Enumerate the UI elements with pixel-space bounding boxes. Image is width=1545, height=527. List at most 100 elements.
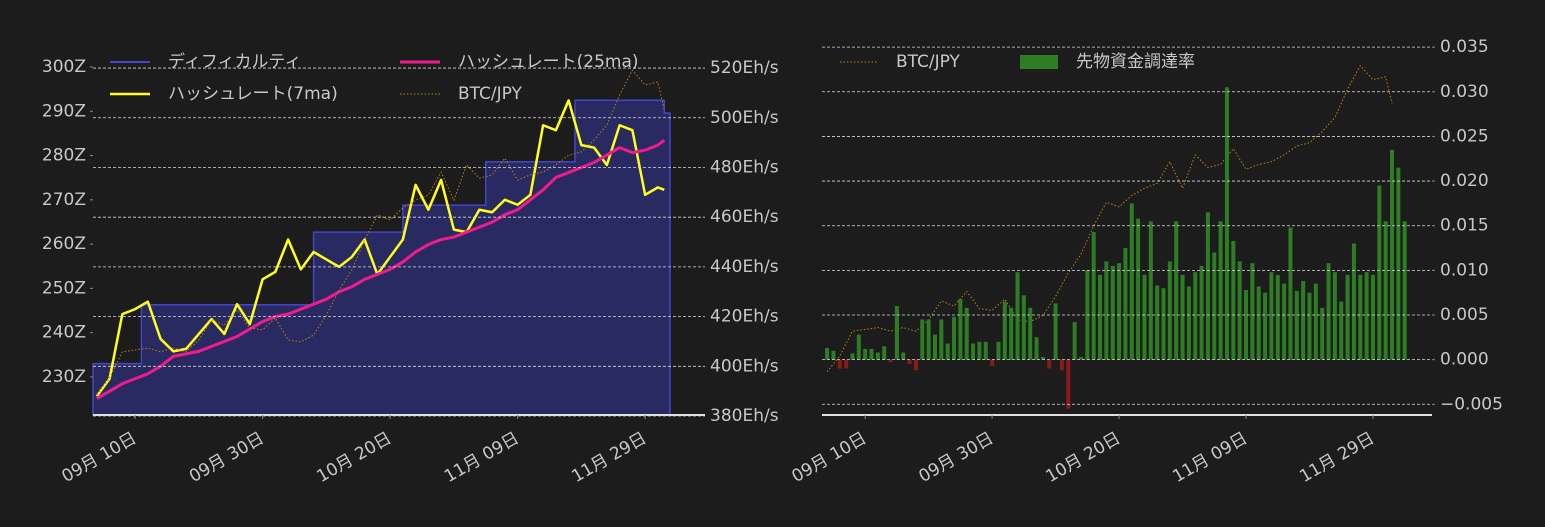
bar	[958, 298, 963, 360]
bar	[1021, 295, 1026, 360]
bar	[1155, 285, 1160, 360]
bar	[913, 359, 918, 371]
y2-tick-label: 520Eh/s	[710, 58, 779, 78]
bar	[894, 306, 899, 360]
bar	[863, 348, 868, 360]
bar	[1002, 301, 1007, 360]
bar	[825, 348, 830, 360]
y2-tick-label: 380Eh/s	[710, 406, 779, 426]
bar	[1123, 248, 1128, 360]
bar	[1136, 218, 1141, 360]
y-tick-label: 0.035	[1440, 37, 1489, 57]
bar	[1370, 274, 1375, 360]
legend-label: 先物資金調達率	[1076, 52, 1195, 72]
bar	[1186, 286, 1191, 360]
legend-label: BTC/JPY	[458, 84, 523, 104]
y-tick-label: 240Z	[42, 323, 86, 343]
y-tick-label: 0.015	[1440, 216, 1489, 236]
bar	[1161, 288, 1166, 360]
bar	[1301, 281, 1306, 360]
series-line	[96, 138, 666, 400]
bar	[1256, 286, 1261, 360]
chart-panel: 230Z 240Z 250Z 260Z 270Z 280Z 290Z 300Z 380Eh/s 4…	[42, 51, 779, 487]
bar	[1282, 283, 1287, 360]
bar	[882, 346, 887, 360]
y2-tick-label: 420Eh/s	[710, 307, 779, 327]
bar	[888, 359, 893, 363]
bar	[1078, 356, 1083, 360]
bar	[952, 316, 957, 360]
bar	[1224, 87, 1229, 360]
bar	[1231, 240, 1236, 360]
bar	[1345, 274, 1350, 360]
y-tick-label: 0.005	[1440, 305, 1489, 325]
bar	[1072, 322, 1077, 360]
bar	[1098, 274, 1103, 360]
bar	[1015, 272, 1020, 360]
legend-swatch	[110, 61, 150, 63]
bar	[1332, 272, 1337, 360]
y-tick-label: 0.030	[1440, 82, 1489, 102]
bar	[1142, 274, 1147, 360]
bar	[1351, 243, 1356, 360]
bar	[1307, 292, 1312, 360]
legend-label: ハッシュレート(7ma)	[168, 84, 338, 104]
y2-tick-label: 460Eh/s	[710, 207, 779, 227]
bar	[1059, 359, 1064, 371]
bar	[983, 341, 988, 360]
bar	[875, 352, 880, 360]
y2-tick-label: 480Eh/s	[710, 157, 779, 177]
legend-swatch	[1020, 55, 1058, 69]
y-tick-label: 290Z	[42, 101, 86, 121]
bar	[1053, 303, 1058, 360]
y2-tick-label: 500Eh/s	[710, 108, 779, 128]
bar	[977, 341, 982, 360]
bar	[1129, 203, 1134, 360]
y-tick-label: 0.000	[1440, 350, 1489, 370]
series-line	[96, 69, 665, 396]
bar	[1040, 356, 1045, 360]
bar	[1110, 265, 1115, 360]
legend-label: ハッシュレート(25ma)	[458, 52, 639, 72]
bar	[1269, 272, 1274, 360]
bar	[1402, 221, 1407, 360]
y2-tick-label: 400Eh/s	[710, 356, 779, 376]
bar	[831, 350, 836, 360]
bar	[920, 319, 925, 360]
y-tick-label: 270Z	[42, 190, 86, 210]
y-tick-label: 280Z	[42, 146, 86, 166]
bar	[1180, 274, 1185, 360]
bar	[1174, 221, 1179, 360]
bar	[1263, 292, 1268, 360]
bar	[1320, 307, 1325, 360]
bar	[1009, 307, 1014, 360]
bar	[1034, 337, 1039, 360]
bar	[1199, 265, 1204, 360]
bar	[907, 359, 912, 365]
bar	[856, 334, 861, 360]
y-tick-label: 250Z	[42, 278, 86, 298]
bar	[996, 341, 1001, 360]
bar	[1193, 272, 1198, 360]
y-tick-label: 260Z	[42, 234, 86, 254]
bar	[837, 359, 842, 369]
bar	[1339, 301, 1344, 360]
bar	[1148, 221, 1153, 360]
bar	[850, 353, 855, 360]
bar	[932, 334, 937, 360]
bar	[1377, 185, 1382, 360]
bar	[1326, 263, 1331, 360]
bar	[1066, 359, 1071, 409]
bar	[901, 352, 906, 360]
bar	[1275, 274, 1280, 360]
bar	[1244, 290, 1249, 360]
bar	[1104, 261, 1109, 360]
y-tick-label: 230Z	[42, 367, 86, 387]
y-tick-label: −0.005	[1440, 394, 1503, 414]
bar	[1313, 283, 1318, 360]
bar	[1383, 221, 1388, 360]
bar	[1250, 263, 1255, 360]
bar	[1218, 221, 1223, 360]
legend-label: BTC/JPY	[896, 52, 961, 72]
